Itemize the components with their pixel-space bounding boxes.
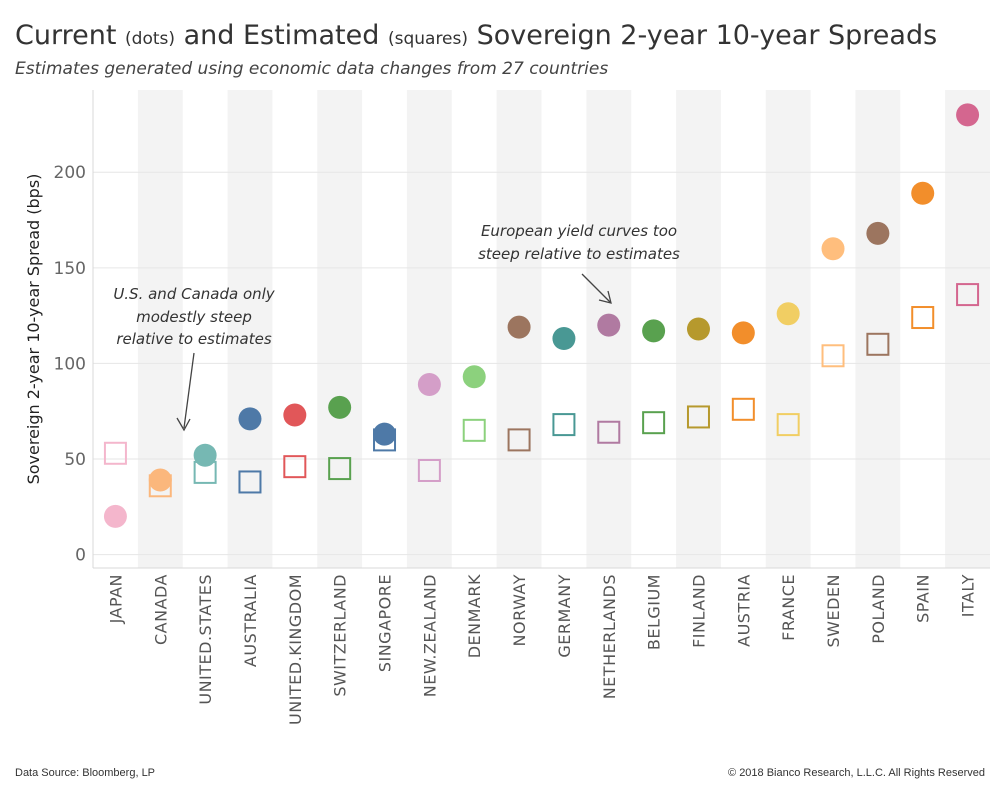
x-tick-label: NETHERLANDS xyxy=(600,574,619,699)
x-tick-label: AUSTRALIA xyxy=(241,574,260,667)
x-tick-label: BELGIUM xyxy=(645,574,664,650)
current-dot xyxy=(597,313,621,337)
x-tick-label: JAPAN xyxy=(106,574,125,624)
y-tick-label: 0 xyxy=(75,546,86,566)
y-tick-label: 150 xyxy=(54,259,86,279)
x-tick-label: CANADA xyxy=(151,574,170,645)
estimated-square xyxy=(597,420,621,444)
annotation-us-canada: relative to estimates xyxy=(116,330,272,348)
column-band xyxy=(227,90,273,568)
estimated-square xyxy=(821,344,845,368)
current-dot xyxy=(193,443,217,467)
annotation-arrow-head xyxy=(176,417,191,432)
title-spreads: Sovereign 2-year 10-year Spreads xyxy=(476,20,938,51)
estimated-square xyxy=(642,411,666,435)
current-dot xyxy=(866,221,890,245)
x-tick-label: AUSTRIA xyxy=(734,574,753,647)
estimated-square xyxy=(731,397,755,421)
estimated-square xyxy=(866,332,890,356)
chart-title: Current (dots) and Estimated (squares) S… xyxy=(15,20,937,51)
current-dot xyxy=(686,317,710,341)
copyright: © 2018 Bianco Research, L.L.C. All Right… xyxy=(728,767,985,779)
current-dot xyxy=(552,327,576,351)
x-tick-label: NORWAY xyxy=(510,574,529,646)
estimated-square xyxy=(911,306,935,330)
x-tick-label: NEW.ZEALAND xyxy=(420,574,439,697)
estimated-square xyxy=(686,405,710,429)
y-axis-title: Sovereign 2-year 10-year Spread (bps) xyxy=(24,174,43,485)
current-dot xyxy=(776,302,800,326)
column-band xyxy=(855,90,901,568)
current-dot xyxy=(238,407,262,431)
current-dot xyxy=(373,422,397,446)
data-source: Data Source: Bloomberg, LP xyxy=(15,767,156,779)
x-tick-label: FRANCE xyxy=(779,574,798,641)
current-dot xyxy=(283,403,307,427)
column-band xyxy=(317,90,363,568)
current-dot xyxy=(417,372,441,396)
current-dot xyxy=(911,181,935,205)
title-dots: (dots) xyxy=(125,29,175,49)
y-tick-label: 100 xyxy=(54,354,86,374)
estimated-square xyxy=(417,458,441,482)
current-dot xyxy=(462,365,486,389)
annotation-arrow-head xyxy=(598,290,612,304)
current-dot xyxy=(103,504,127,528)
current-dot xyxy=(328,395,352,419)
estimated-square xyxy=(238,470,262,494)
x-tick-label: UNITED.STATES xyxy=(196,574,215,705)
annotation-us-canada: U.S. and Canada only xyxy=(113,285,275,303)
current-dot xyxy=(148,468,172,492)
column-band xyxy=(765,90,811,568)
current-dot xyxy=(642,319,666,343)
chart-subtitle: Estimates generated using economic data … xyxy=(15,59,609,79)
estimated-square xyxy=(507,428,531,452)
current-dot xyxy=(731,321,755,345)
title-squares: (squares) xyxy=(387,29,469,49)
annotation-us-canada: modestly steep xyxy=(136,308,252,326)
x-tick-label: UNITED.KINGDOM xyxy=(286,574,305,725)
title-current: Current xyxy=(15,20,117,51)
x-tick-label: SWITZERLAND xyxy=(331,574,350,697)
column-band xyxy=(406,90,452,568)
x-tick-label: SINGAPORE xyxy=(376,574,395,672)
y-tick-label: 50 xyxy=(64,450,86,470)
current-dot xyxy=(507,315,531,339)
x-tick-label: POLAND xyxy=(869,574,888,644)
x-tick-label: FINLAND xyxy=(689,574,708,648)
estimated-square xyxy=(462,418,486,442)
estimated-square xyxy=(103,441,127,465)
estimated-square xyxy=(328,457,352,481)
annotation-arrow xyxy=(581,273,611,303)
x-tick-label: ITALY xyxy=(959,574,978,617)
estimated-square xyxy=(956,283,980,307)
x-tick-label: SWEDEN xyxy=(824,574,843,647)
column-band xyxy=(945,90,990,568)
y-tick-label: 200 xyxy=(54,163,86,183)
title-estimated: and Estimated xyxy=(183,20,380,51)
x-tick-label: SPAIN xyxy=(914,574,933,623)
current-dot xyxy=(956,103,980,127)
estimated-square xyxy=(283,455,307,479)
estimated-square xyxy=(776,413,800,437)
annotation-europe: European yield curves too xyxy=(481,222,677,240)
current-dot xyxy=(821,237,845,261)
estimated-square xyxy=(552,413,576,437)
annotation-arrow xyxy=(183,352,195,429)
annotation-europe: steep relative to estimates xyxy=(478,245,680,263)
x-tick-label: GERMANY xyxy=(555,574,574,658)
x-tick-label: DENMARK xyxy=(465,574,484,658)
